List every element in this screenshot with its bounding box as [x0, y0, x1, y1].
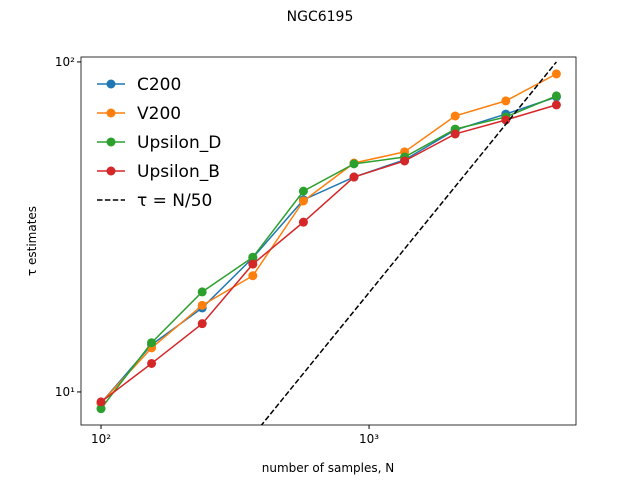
legend-label: C200 — [137, 75, 181, 95]
data-point — [248, 271, 258, 281]
data-point — [298, 217, 308, 227]
data-point — [96, 404, 106, 414]
data-point — [96, 397, 106, 407]
legend: C200 V200 Upsilon_D Upsilon_B τ = N/50 — [97, 75, 221, 211]
legend-marker — [106, 166, 116, 176]
legend-label: τ = N/50 — [137, 191, 212, 211]
data-point — [551, 91, 561, 101]
x-axis-label: number of samples, N — [262, 461, 395, 475]
data-point — [197, 287, 207, 297]
series-line — [100, 104, 557, 403]
legend-marker — [106, 108, 116, 118]
x-tick-label: 10³ — [359, 432, 379, 446]
y-tick-label: 10¹ — [55, 385, 75, 399]
legend-label: V200 — [137, 104, 181, 124]
data-point — [248, 252, 258, 262]
series-line — [100, 95, 557, 410]
data-point — [147, 338, 157, 348]
data-point — [197, 319, 207, 329]
plot-area — [96, 61, 561, 425]
data-point — [450, 129, 460, 139]
data-point — [551, 100, 561, 110]
data-point — [551, 69, 561, 79]
legend-marker — [106, 137, 116, 147]
data-point — [298, 186, 308, 196]
data-point — [349, 172, 359, 182]
data-point — [450, 111, 460, 121]
data-point — [147, 358, 157, 368]
chart-title: NGC6195 — [287, 9, 354, 25]
axes-frame — [80, 56, 577, 426]
data-point — [298, 196, 308, 206]
y-axis-label: τ estimates — [25, 206, 39, 276]
data-point — [197, 300, 207, 310]
legend-marker — [106, 79, 116, 89]
y-tick-label: 10² — [55, 55, 75, 69]
data-point — [501, 96, 511, 106]
data-point — [248, 259, 258, 269]
data-point — [400, 156, 410, 166]
legend-label: Upsilon_D — [137, 133, 221, 153]
series-line — [260, 61, 557, 425]
series-line — [100, 73, 557, 404]
data-point — [349, 159, 359, 169]
x-tick-label: 10² — [91, 432, 111, 446]
legend-label: Upsilon_B — [137, 162, 220, 182]
